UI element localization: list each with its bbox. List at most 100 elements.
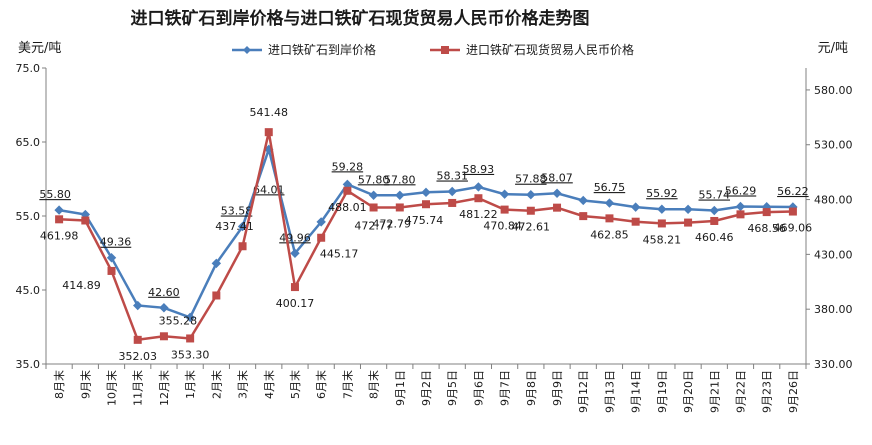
right-tick-label: 330.00 (814, 358, 853, 371)
series-2-marker (133, 335, 142, 344)
series-2-data-label: 445.17 (320, 248, 359, 261)
series-2-data-label: 462.85 (590, 228, 629, 241)
right-tick-label: 380.00 (814, 303, 853, 316)
series-1-marker (133, 300, 143, 311)
category-label: 9月21日 (708, 370, 721, 413)
series-1-marker (657, 204, 667, 214)
series-1-data-label: 57.88 (515, 173, 547, 186)
category-label: 9月2日 (420, 370, 433, 406)
category-label: 10月末 (105, 370, 119, 406)
series-2-marker (107, 266, 116, 275)
category-label: 9月22日 (734, 370, 747, 413)
series-1-data-label: 57.80 (358, 173, 390, 186)
series-2-data-label: 461.98 (40, 229, 79, 242)
series-2-marker (369, 203, 378, 212)
series-2-data-label: 352.03 (118, 350, 157, 363)
category-label: 1月末 (183, 370, 197, 399)
category-label: 9月末 (78, 370, 92, 399)
series-1-data-label: 55.74 (699, 189, 731, 202)
series-2-data-label: 472.61 (512, 221, 551, 234)
category-label: 2月末 (209, 370, 223, 399)
series-2-marker (264, 128, 273, 137)
series-1-marker (735, 201, 746, 212)
category-label: 8月末 (52, 370, 66, 399)
series-1-data-label: 56.22 (777, 185, 809, 198)
category-label: 9月5日 (446, 370, 459, 406)
series-2-marker (81, 216, 90, 225)
series-2-marker (238, 242, 247, 251)
series-2-marker (448, 198, 457, 207)
category-label: 8月末 (367, 370, 381, 399)
series-2-data-label: 475.74 (405, 214, 444, 227)
right-tick-label: 480.00 (814, 194, 853, 207)
series-2-marker (631, 217, 640, 226)
left-tick-label: 55.0 (16, 210, 41, 223)
right-tick-label: 580.00 (814, 84, 853, 97)
legend-marker-1 (243, 46, 251, 54)
legend-label-1: 进口铁矿石到岸价格 (268, 42, 376, 57)
left-tick-label: 65.0 (16, 136, 41, 149)
right-tick-label: 430.00 (814, 248, 853, 261)
series-2-data-label: 437.41 (215, 220, 254, 233)
left-tick-label: 45.0 (16, 284, 41, 297)
series-1-data-label: 58.07 (541, 171, 573, 184)
series-1-marker (421, 187, 431, 198)
series-1-data-label: 56.29 (725, 184, 757, 197)
series-1-marker (211, 258, 222, 269)
series-2-data-label: 460.46 (695, 231, 734, 244)
series-1-marker (237, 221, 248, 232)
series-2-marker (710, 216, 719, 225)
series-2-marker (657, 219, 666, 228)
category-label: 9月20日 (682, 370, 695, 413)
series-1-data-label: 53.58 (221, 205, 253, 218)
series-2-data-label: 355.28 (159, 314, 198, 327)
series-2-marker (290, 283, 299, 292)
series-2-data-label: 353.30 (171, 348, 210, 361)
legend-label-2: 进口铁矿石现货贸易人民币价格 (466, 42, 634, 57)
right-tick-label: 530.00 (814, 139, 853, 152)
series-1-marker (709, 205, 719, 216)
category-label: 4月末 (262, 370, 276, 399)
left-tick-label: 75.0 (16, 62, 41, 75)
series-2-data-label: 400.17 (276, 297, 315, 310)
series-2-data-label: 541.48 (250, 106, 289, 119)
series-1-data-label: 59.28 (332, 160, 364, 173)
series-1-marker (473, 182, 484, 192)
series-1-marker (526, 189, 536, 200)
series-2-data-label: 468.56 (747, 222, 786, 235)
category-label: 9月6日 (472, 370, 485, 406)
series-1-marker (290, 248, 300, 259)
series-1-marker (54, 205, 64, 215)
series-2-data-label: 472.79 (373, 217, 412, 230)
series-1-marker (106, 253, 117, 263)
series-layer: 55.8049.3642.6053.5864.0149.9659.2857.80… (39, 106, 812, 363)
series-2-marker (212, 291, 221, 300)
series-1-data-label: 55.80 (39, 188, 71, 201)
category-label: 9月1日 (394, 370, 407, 406)
series-1-marker (368, 190, 379, 200)
series-1-data-label: 55.92 (646, 187, 678, 200)
series-2-marker (788, 207, 797, 216)
category-label: 9月8日 (525, 370, 538, 406)
category-label: 9月13日 (603, 370, 616, 413)
series-2-marker (317, 233, 326, 242)
series-2-data-label: 414.89 (62, 279, 101, 292)
category-label: 12月末 (157, 370, 171, 406)
category-label: 3月末 (236, 370, 250, 399)
series-2-data-label: 472.77 (354, 219, 393, 232)
series-2-marker (159, 332, 168, 341)
series-2-marker (343, 186, 352, 195)
series-1-data-label: 64.01 (253, 183, 285, 196)
legend: 进口铁矿石到岸价格 进口铁矿石现货贸易人民币价格 (232, 42, 634, 57)
series-1-data-label: 58.93 (463, 163, 495, 176)
left-tick-label: 35.0 (16, 358, 41, 371)
series-1-data-label: 57.80 (384, 173, 416, 186)
series-2-data-label: 488.01 (328, 201, 367, 214)
series-2-marker (395, 203, 404, 212)
series-2-marker (553, 203, 562, 212)
series-1-marker (499, 189, 510, 199)
category-label: 9月23日 (761, 370, 774, 413)
series-1-data-label: 56.75 (594, 181, 626, 194)
